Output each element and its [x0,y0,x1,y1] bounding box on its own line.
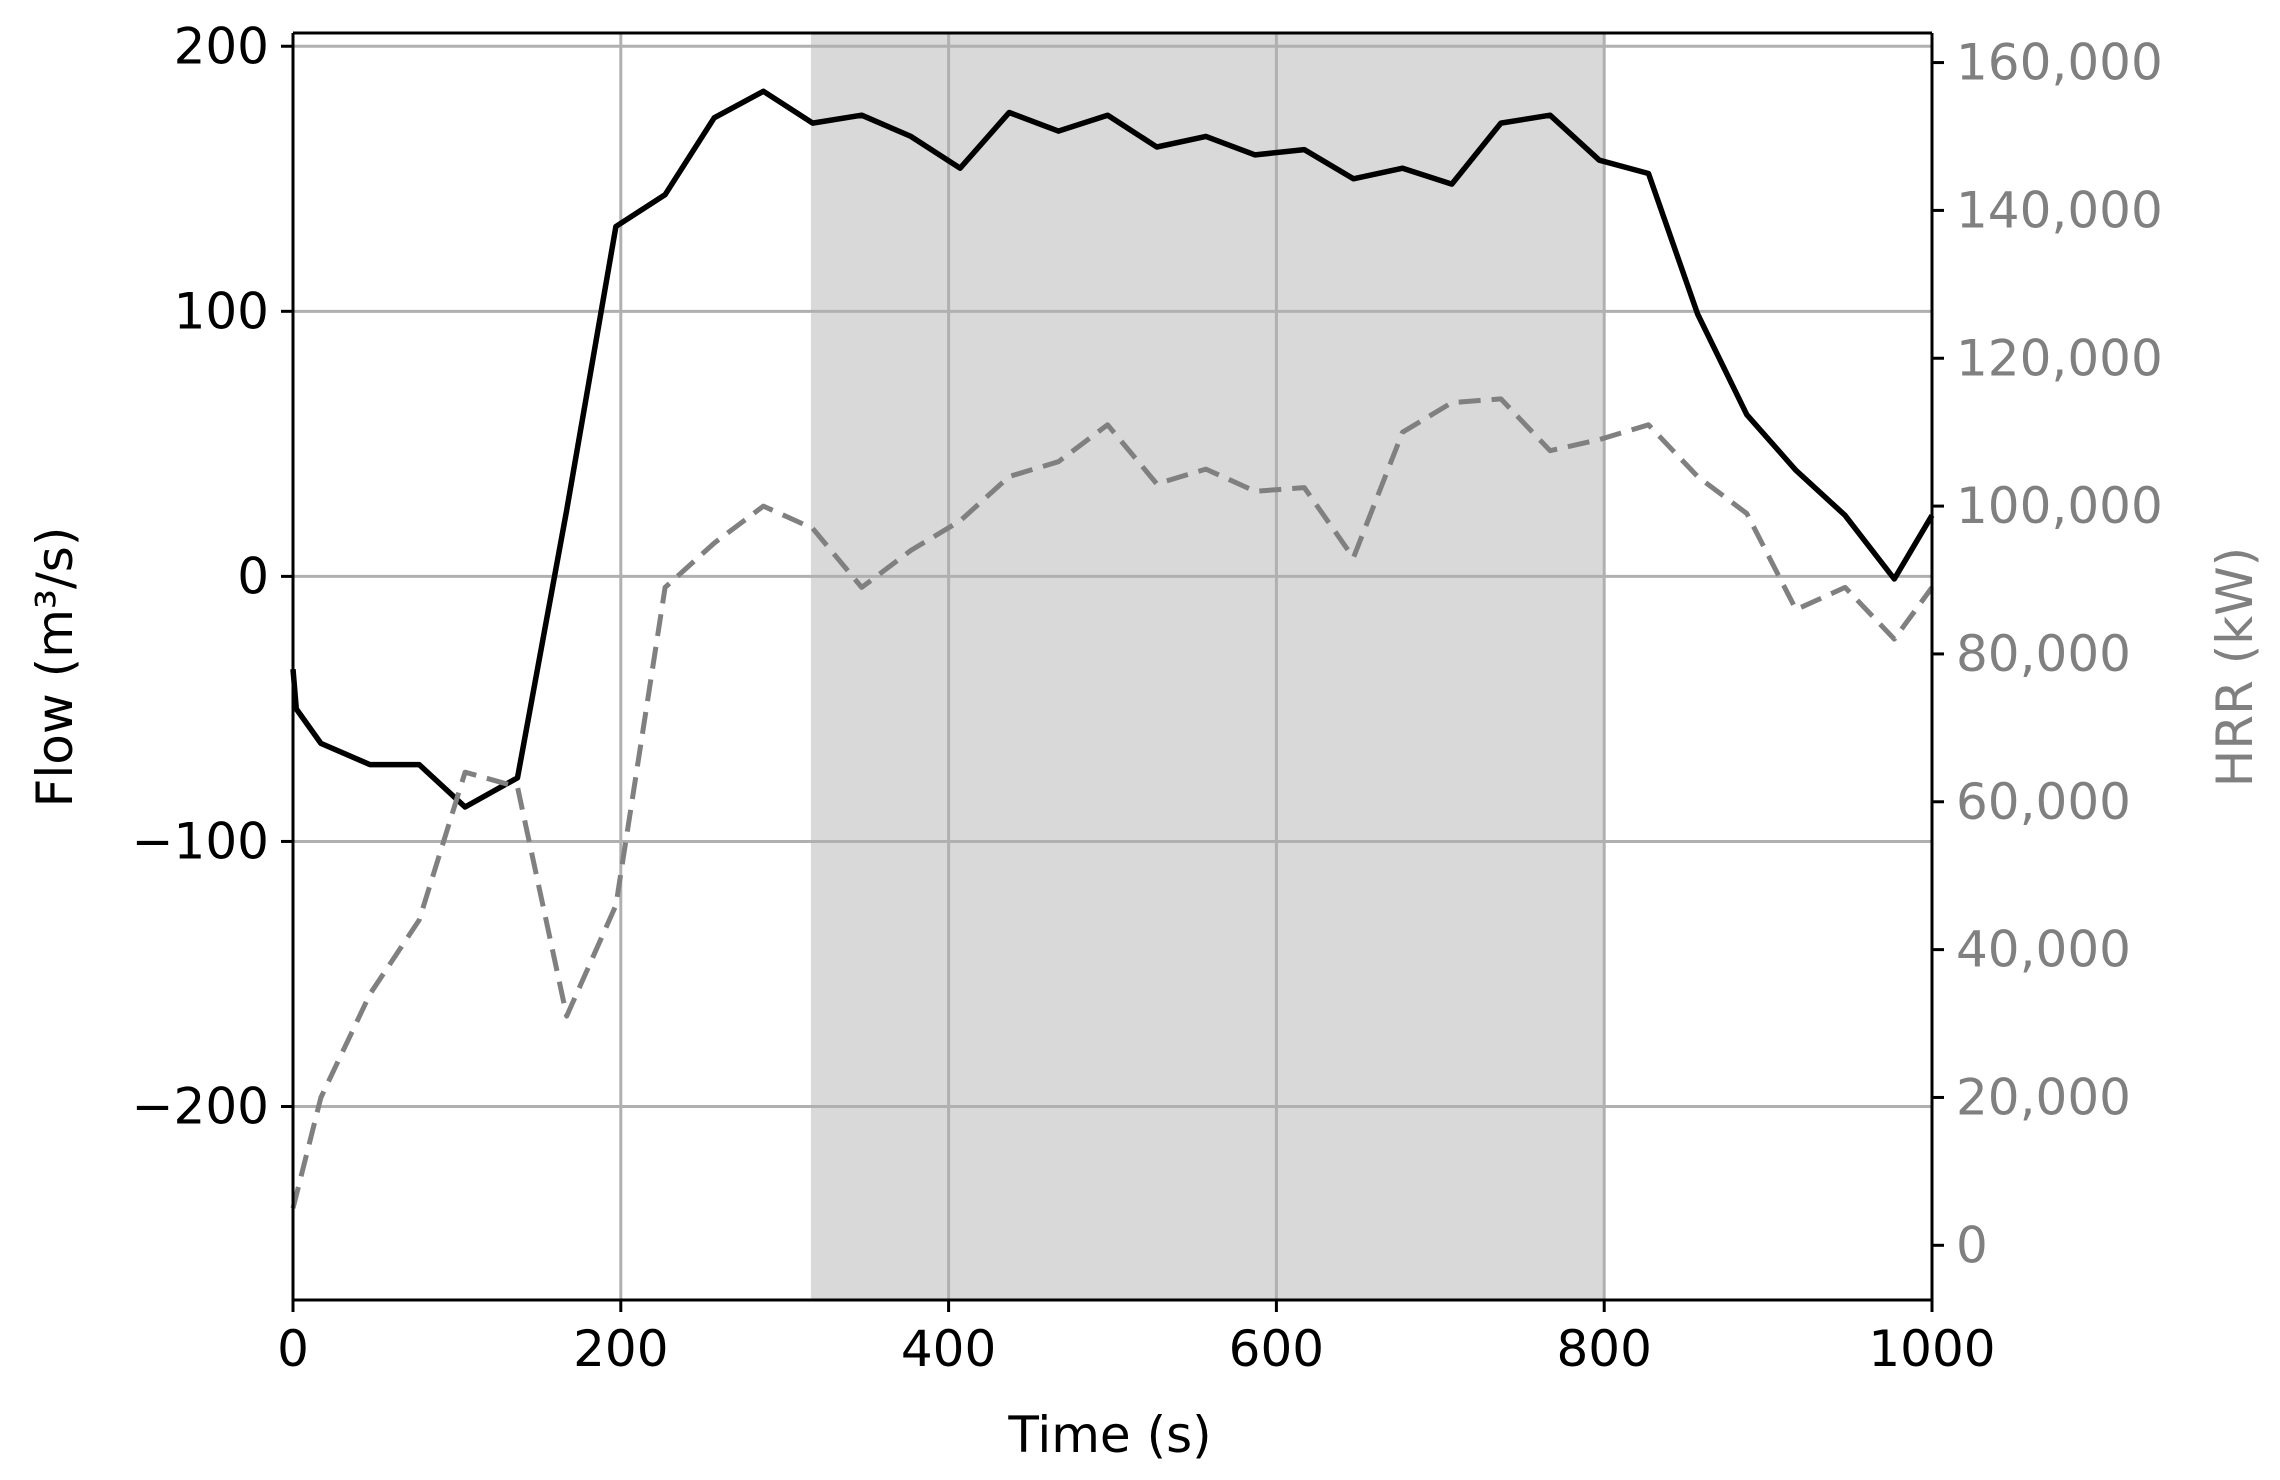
left-y-tick-label: 200 [174,17,269,75]
grid-lines [291,33,1934,1300]
shaded-region [810,33,1605,1300]
left-y-tick-label: −200 [132,1078,269,1136]
x-tick-label: 600 [1229,1320,1324,1378]
flow-series-line [290,88,1935,810]
right-y-tick-label: 160,000 [1956,34,2163,92]
hrr-series-line [290,396,1935,1209]
x-tick-label: 200 [573,1320,668,1378]
axis-ticks: 0 200 400 600 800 1000 −200 −100 0 100 200 0 20,000 4… [132,17,2163,1378]
right-y-tick-label: 120,000 [1956,329,2163,387]
right-y-tick-label: 20,000 [1956,1068,2131,1126]
right-y-tick-label: 100,000 [1956,477,2163,535]
x-tick-label: 1000 [1868,1320,1995,1378]
right-y-tick-label: 80,000 [1956,625,2131,683]
x-axis-title: Time (s) [1007,1406,1211,1464]
x-tick-label: 0 [277,1320,309,1378]
x-tick-label: 800 [1556,1320,1651,1378]
right-y-axis-title: HRR (kW) [2206,547,2264,787]
left-y-tick-label: 0 [237,547,269,605]
left-y-axis-title: Flow (m³/s) [26,527,84,808]
data-series [290,88,1935,1209]
right-y-tick-label: 60,000 [1956,773,2131,831]
right-y-tick-label: 140,000 [1956,181,2163,239]
right-y-tick-label: 0 [1956,1216,1988,1274]
left-y-tick-label: 100 [174,282,269,340]
x-tick-label: 400 [901,1320,996,1378]
shaded-span [810,33,1605,1300]
axes-frame [291,31,1934,1302]
left-y-tick-label: −100 [132,812,269,870]
right-y-tick-label: 40,000 [1956,921,2131,979]
